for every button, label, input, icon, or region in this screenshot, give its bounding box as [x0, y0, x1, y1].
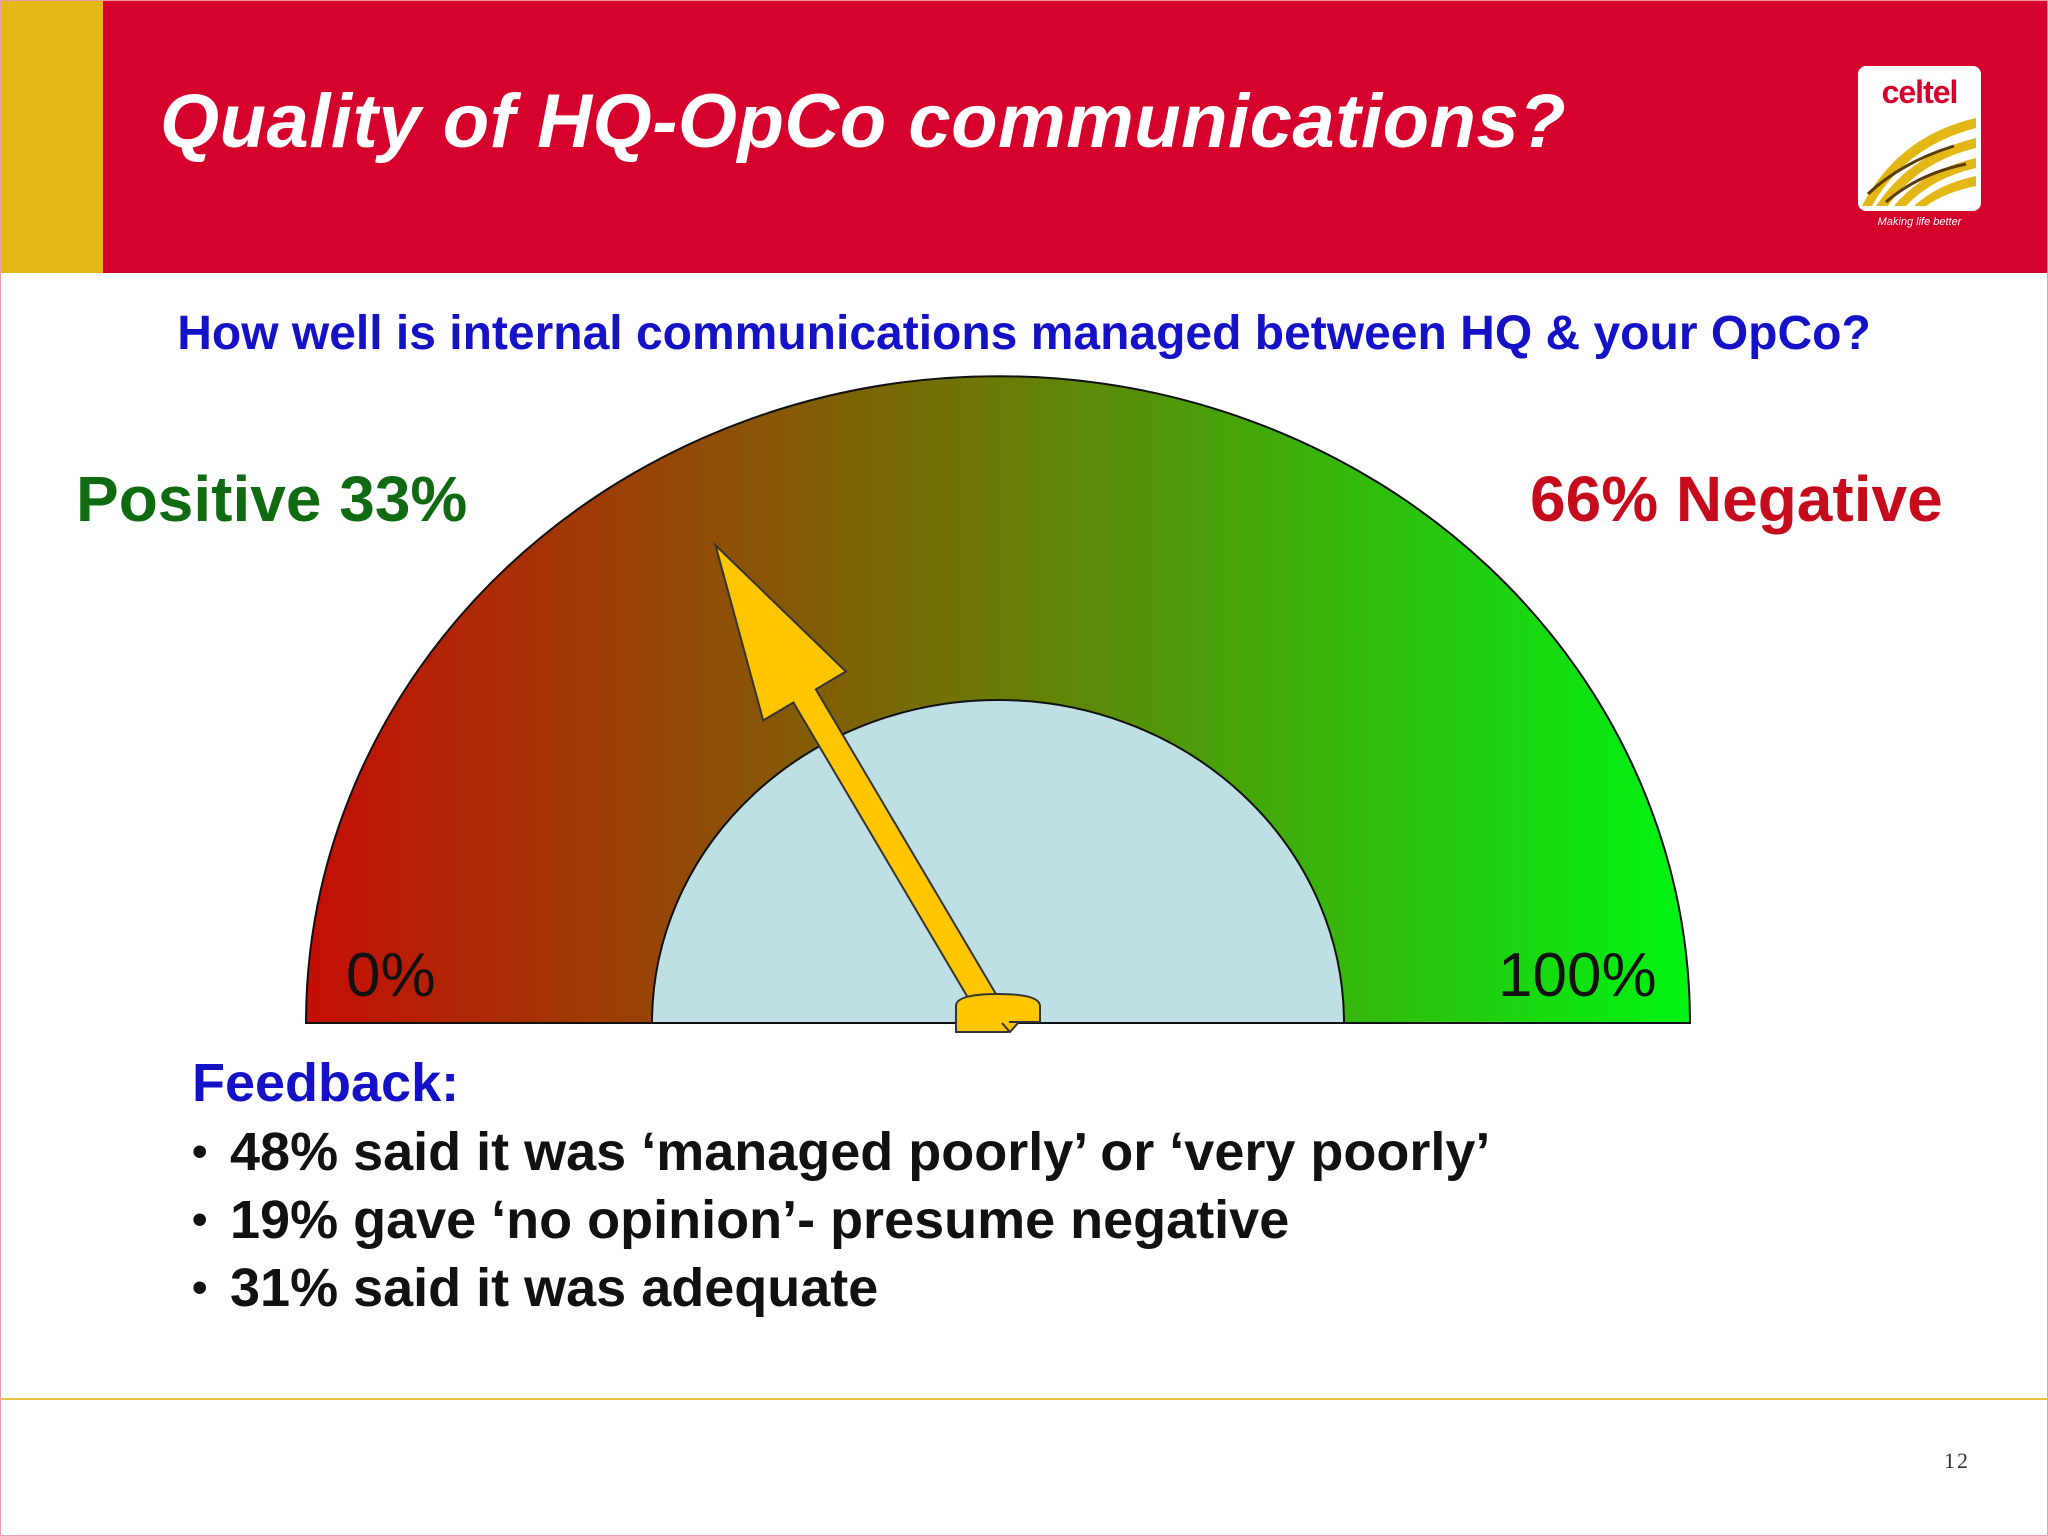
feedback-item: • 31% said it was adequate: [192, 1254, 1490, 1322]
logo-tagline: Making life better: [1877, 216, 1962, 228]
feedback-list: • 48% said it was ‘managed poorly’ or ‘ve…: [192, 1118, 1490, 1322]
bullet-glyph: •: [192, 1263, 208, 1312]
feedback-item: • 48% said it was ‘managed poorly’ or ‘ve…: [192, 1118, 1490, 1186]
gauge-needle: [713, 542, 1005, 1021]
bullet-glyph: •: [192, 1127, 208, 1176]
slide-title: Quality of HQ-OpCo communications?: [160, 79, 1567, 164]
negative-percentage-label: 66% Negative: [1530, 463, 1943, 535]
positive-percentage-label: Positive 33%: [76, 463, 468, 535]
feedback-heading: Feedback:: [192, 1053, 460, 1113]
footer-divider: [0, 1398, 2048, 1400]
bullet-glyph: •: [192, 1195, 208, 1244]
feedback-item-text: 48% said it was ‘managed poorly’ or ‘ver…: [230, 1122, 1491, 1182]
gauge-inner-semicircle: [650, 699, 1346, 1024]
gauge-max-tick-label: 100%: [1498, 941, 1657, 1010]
header-bar: [0, 0, 2048, 273]
gauge-needle-hub: [955, 992, 1041, 1033]
feedback-item-text: 19% gave ‘no opinion’- presume negative: [230, 1190, 1290, 1250]
gauge-min-tick-label: 0%: [346, 941, 436, 1010]
celtel-logo: celtel Making life better: [1858, 66, 1981, 244]
logo-wordmark: celtel: [1881, 74, 1959, 110]
page-number: 12: [1944, 1448, 1970, 1473]
feedback-item: • 19% gave ‘no opinion’- presume negative: [192, 1186, 1490, 1254]
chart-question: How well is internal communications mana…: [177, 307, 1871, 360]
logo-box: celtel: [1858, 66, 1981, 211]
feedback-item-text: 31% said it was adequate: [230, 1258, 879, 1318]
header-accent-stripe: [0, 0, 103, 273]
logo-sun-icon: [1862, 118, 1976, 206]
gauge-needle-tip: [1001, 1022, 1019, 1034]
